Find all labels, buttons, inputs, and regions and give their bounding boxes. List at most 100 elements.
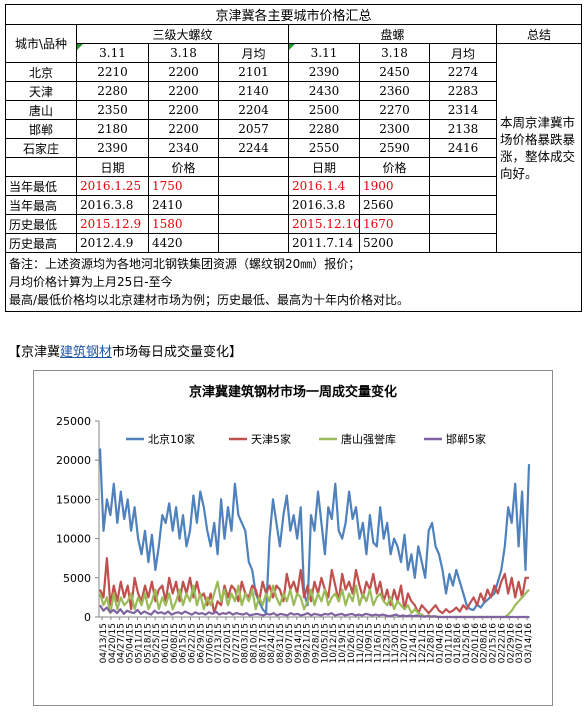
x-tick-label: 09/21/15 [303, 623, 313, 663]
x-tick-label: 02/15/16 [489, 623, 499, 664]
x-tick-label: 08/24/15 [267, 623, 277, 663]
product-rebar-header: 三级大螺纹 [76, 24, 289, 44]
empty-cell [5, 157, 77, 177]
price-cell: 2101 [218, 62, 289, 82]
price-summary-table: 京津冀各主要城市价格汇总 城市\品种 三级大螺纹 盘螺 总结 3.11 3.18… [4, 4, 583, 312]
price-label: 价格 [148, 157, 219, 177]
table-row: 石家庄 2390 2340 2244 2550 2590 2416 [5, 138, 582, 158]
price-cell: 2180 [76, 119, 149, 139]
x-tick-label: 02/08/16 [480, 623, 490, 664]
extreme-price: 1580 [148, 214, 219, 234]
volume-chart: 京津冀建筑钢材市场一周成交量变化 0 5000 10000 15000 20000 2500… [33, 370, 553, 706]
y-tick-label: 0 [84, 611, 91, 624]
x-tick-label: 02/01/16 [471, 623, 481, 664]
extreme-date: 2016.1.25 [76, 176, 149, 196]
extreme-price: 4420 [148, 233, 219, 253]
series-line-1 [98, 448, 531, 615]
x-tick-label: 03/14/16 [524, 623, 534, 664]
x-tick-label: 01/04/16 [435, 623, 445, 664]
series-line-4 [99, 604, 529, 619]
table-row: 天津 2280 2200 2140 2430 2360 2283 [5, 81, 582, 101]
extreme-row: 当年最低 2016.1.25 1750 2016.1.4 1900 [5, 176, 582, 196]
col-header-date: 3.18 [148, 43, 219, 63]
empty-cell [218, 195, 289, 215]
x-tick-label: 11/02/15 [356, 623, 366, 663]
x-tick-label: 10/12/15 [329, 623, 339, 663]
price-cell: 2390 [76, 138, 149, 158]
extreme-date: 2016.3.8 [288, 195, 360, 215]
x-tick-label: 10/05/15 [320, 623, 330, 663]
price-cell: 2057 [218, 119, 289, 139]
price-cell: 2350 [76, 100, 149, 120]
date-label: 日期 [76, 157, 149, 177]
x-tick-label: 01/11/16 [444, 623, 454, 664]
col-header-date: 3.11 [76, 43, 149, 63]
x-tick-label: 07/20/15 [223, 623, 233, 663]
x-tick-label: 12/28/15 [427, 623, 437, 663]
x-tick-label: 11/16/15 [373, 623, 383, 663]
legend-label-3: 唐山强誉库 [341, 432, 396, 446]
extreme-row: 历史最高 2012.4.9 4420 2011.7.14 5200 [5, 233, 582, 253]
price-label: 价格 [359, 157, 430, 177]
extreme-date: 2016.1.4 [288, 176, 360, 196]
x-tick-label: 07/06/15 [205, 623, 215, 663]
price-cell: 2140 [218, 81, 289, 101]
x-tick-label: 12/21/15 [418, 623, 428, 663]
extreme-date: 2012.4.9 [76, 233, 149, 253]
note-line: 最高/最低价格均以北京建材市场为例；历史最低、最高为十年内价格对比。 [9, 293, 410, 307]
extreme-price: 5200 [359, 233, 430, 253]
extreme-date: 2011.7.14 [288, 233, 360, 253]
x-tick-label: 07/13/15 [214, 623, 224, 663]
legend-label-2: 天津5家 [251, 432, 291, 446]
legend-label-4: 邯郸5家 [446, 432, 486, 446]
price-cell: 2390 [288, 62, 360, 82]
extreme-date: 2015.12.10 [288, 214, 360, 234]
city-name: 唐山 [5, 100, 77, 120]
empty-cell [218, 176, 289, 196]
price-cell: 2340 [148, 138, 219, 158]
summary-text: 本周京津冀市场价格暴跌暴涨，整体成交向好。 [495, 43, 583, 253]
col-header-monthly-avg: 月均 [429, 43, 497, 63]
table-row: 邯郸 2180 2200 2057 2280 2300 2138 [5, 119, 582, 139]
price-cell: 2200 [148, 81, 219, 101]
legend-label-1: 北京10家 [148, 432, 195, 446]
empty-cell [218, 157, 289, 177]
y-tick-label: 20000 [56, 454, 91, 467]
price-cell: 2314 [429, 100, 497, 120]
extreme-price: 1670 [359, 214, 430, 234]
price-cell: 2204 [218, 100, 289, 120]
x-tick-label: 09/14/15 [294, 623, 304, 663]
city-name: 石家庄 [5, 138, 77, 158]
col-header-date: 3.18 [359, 43, 430, 63]
price-cell: 2550 [288, 138, 360, 158]
x-tick-label: 08/03/15 [241, 623, 251, 663]
extreme-label: 历史最高 [5, 233, 77, 253]
price-cell: 2270 [359, 100, 430, 120]
empty-cell [218, 233, 289, 253]
x-tick-label: 10/19/15 [338, 623, 348, 663]
x-tick-label: 10/26/15 [347, 623, 357, 663]
x-tick-label: 12/07/15 [400, 623, 410, 663]
x-tick-label: 06/08/15 [170, 623, 180, 663]
col-header-monthly-avg: 月均 [218, 43, 289, 63]
price-cell: 2450 [359, 62, 430, 82]
x-tick-label: 06/29/15 [196, 623, 206, 663]
empty-cell [429, 214, 497, 234]
note-line: 月均价格计算为上月25日-至今 [9, 275, 173, 289]
city-name: 北京 [5, 62, 77, 82]
x-tick-label: 04/20/15 [108, 623, 118, 663]
x-tick-label: 09/28/15 [312, 623, 322, 663]
extreme-price: 2560 [359, 195, 430, 215]
section-heading: 【京津冀建筑钢材市场每日成交量变化】 [8, 341, 242, 360]
x-tick-label: 11/23/15 [382, 623, 392, 663]
x-tick-label: 04/13/15 [99, 623, 109, 663]
empty-cell [429, 157, 497, 177]
empty-cell [429, 233, 497, 253]
x-tick-label: 08/17/15 [258, 623, 268, 663]
price-cell: 2200 [148, 100, 219, 120]
empty-cell [218, 214, 289, 234]
y-tick-label: 15000 [56, 493, 91, 506]
price-cell: 2360 [359, 81, 430, 101]
price-cell: 2430 [288, 81, 360, 101]
building-steel-link[interactable]: 建筑钢材 [60, 345, 113, 360]
